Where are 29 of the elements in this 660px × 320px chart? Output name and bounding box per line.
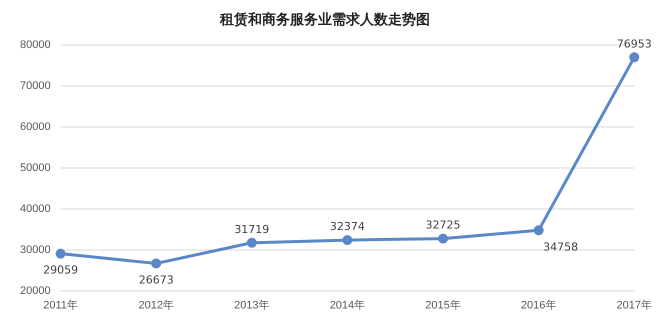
y-tick-label: 50000 (20, 162, 51, 174)
point (438, 234, 448, 244)
y-tick-label: 30000 (20, 244, 51, 256)
point (534, 225, 544, 236)
data-label: 32725 (426, 218, 461, 232)
x-tick-label: 2011年 (43, 299, 78, 312)
y-tick-label: 70000 (20, 80, 51, 92)
x-tick-label: 2013年 (234, 299, 270, 312)
x-tick-label: 2012年 (138, 299, 174, 312)
data-label: 76953 (616, 37, 652, 50)
point (342, 235, 352, 246)
data-label: 34758 (543, 240, 578, 254)
x-tick-label: 2015年 (425, 299, 461, 312)
x-tick-label: 2016年 (520, 299, 556, 312)
chart-title: 租赁和商务服务业需求人数走势图 (219, 11, 430, 28)
point (246, 238, 257, 248)
x-tick-label: 2014年 (330, 299, 366, 312)
y-tick-label: 60000 (20, 120, 51, 133)
y-tick-label: 80000 (20, 38, 51, 51)
data-label: 26673 (138, 273, 174, 286)
data-label: 31719 (234, 222, 270, 236)
data-label: 32374 (330, 220, 365, 234)
data-label: 29059 (43, 264, 78, 277)
point (629, 52, 640, 62)
y-tick-label: 40000 (20, 202, 51, 215)
y-tick-label: 20000 (20, 284, 51, 297)
point (151, 258, 162, 268)
point (56, 248, 66, 259)
x-tick-label: 2017年 (616, 299, 652, 312)
